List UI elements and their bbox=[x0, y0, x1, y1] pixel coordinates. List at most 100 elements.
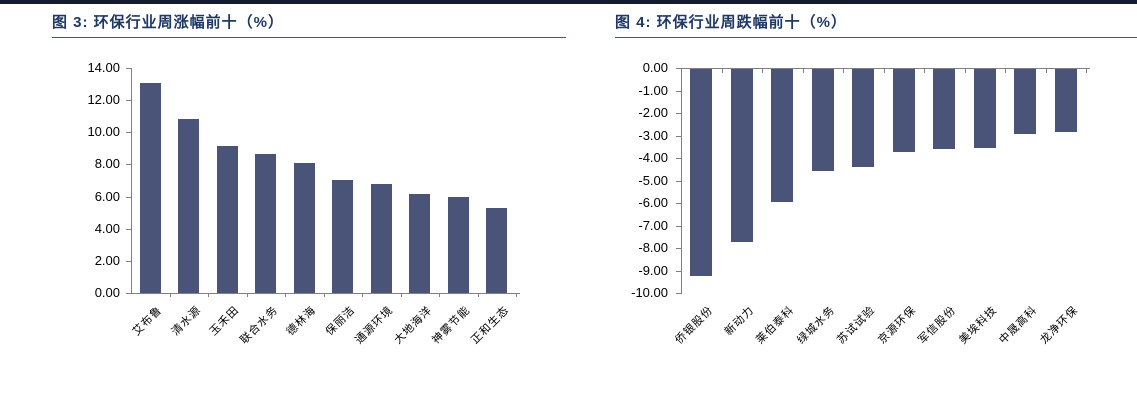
x-axis-category-label: 新动力 bbox=[722, 304, 757, 339]
x-axis-tick-mark bbox=[924, 69, 925, 73]
figure3-title-underline bbox=[52, 37, 566, 38]
bar-龙净环保 bbox=[1054, 69, 1077, 132]
y-axis-tick-label: 14.00 bbox=[87, 60, 120, 75]
bar-神雾节能 bbox=[447, 196, 469, 293]
y-axis-tick-mark bbox=[676, 113, 681, 114]
x-axis-tick-mark bbox=[208, 293, 209, 297]
y-axis-tick-mark bbox=[676, 248, 681, 249]
x-axis-category-label: 中晟高科 bbox=[997, 304, 1040, 347]
bar-大地海洋 bbox=[409, 194, 431, 293]
bar-清水源 bbox=[178, 118, 200, 293]
y-axis-tick-label: -7.00 bbox=[638, 217, 668, 233]
y-axis-tick-label: -9.00 bbox=[638, 262, 668, 278]
bar-保丽洁 bbox=[332, 179, 354, 293]
bar-联合水务 bbox=[255, 154, 277, 293]
bar-美埃科技 bbox=[973, 69, 996, 148]
x-axis-tick-mark bbox=[324, 293, 325, 297]
bar-苏试试验 bbox=[852, 69, 875, 167]
y-axis-tick-label: 4.00 bbox=[94, 220, 120, 236]
x-axis-tick-mark bbox=[965, 69, 966, 73]
y-axis-tick-label: -3.00 bbox=[638, 127, 668, 143]
y-axis-tick-mark bbox=[126, 100, 131, 102]
y-axis-tick-label: -6.00 bbox=[638, 195, 668, 210]
y-axis-tick-mark bbox=[126, 260, 131, 262]
x-axis-tick-mark bbox=[439, 293, 440, 297]
zero-axis-line bbox=[681, 68, 1090, 69]
y-axis-tick-mark bbox=[126, 196, 131, 198]
y-axis-tick-label: 0.00 bbox=[94, 285, 120, 300]
bar-京源环保 bbox=[892, 69, 915, 153]
bar-中晟高科 bbox=[1014, 69, 1037, 135]
y-axis-tick-label: -8.00 bbox=[638, 240, 668, 255]
y-axis-tick-mark bbox=[676, 90, 681, 92]
x-axis-tick-mark bbox=[722, 69, 723, 73]
x-axis-tick-mark bbox=[1005, 69, 1006, 73]
top-divider-rule bbox=[0, 0, 1137, 4]
figure3-title: 图 3: 环保行业周涨幅前十（%） bbox=[52, 14, 285, 31]
y-axis-tick-label: 6.00 bbox=[94, 188, 120, 204]
y-axis-tick-mark bbox=[676, 158, 681, 159]
x-axis-category-label: 京源环保 bbox=[875, 304, 919, 347]
x-axis-category-label: 莱伯泰科 bbox=[754, 304, 797, 347]
x-axis-tick-mark bbox=[843, 69, 844, 73]
figure4-title-underline bbox=[615, 37, 1137, 38]
x-axis-tick-mark bbox=[247, 293, 248, 297]
y-axis-tick-mark bbox=[676, 293, 681, 294]
y-axis-tick-mark bbox=[676, 68, 681, 69]
y-axis-tick-mark bbox=[126, 68, 131, 69]
x-axis-category-label: 侨银股份 bbox=[673, 304, 716, 347]
y-axis-line bbox=[131, 68, 132, 294]
x-axis-tick-mark bbox=[285, 293, 286, 297]
x-axis-tick-mark bbox=[170, 293, 171, 297]
x-axis-tick-mark bbox=[884, 69, 885, 73]
y-axis-tick-mark bbox=[676, 203, 681, 204]
x-axis-category-label: 军信股份 bbox=[916, 304, 959, 347]
y-axis-tick-label: -5.00 bbox=[638, 172, 668, 188]
y-axis-tick-mark bbox=[126, 164, 131, 166]
x-axis-category-label: 龙净环保 bbox=[1037, 304, 1081, 347]
x-axis-tick-mark bbox=[762, 69, 763, 73]
figure4-title: 图 4: 环保行业周跌幅前十（%） bbox=[615, 14, 848, 31]
y-axis-line bbox=[681, 68, 682, 294]
bar-艾布鲁 bbox=[139, 82, 161, 293]
y-axis-tick-mark bbox=[676, 225, 681, 227]
bar-侨银股份 bbox=[690, 69, 713, 276]
y-axis-tick-label: 8.00 bbox=[94, 156, 120, 172]
y-axis-tick-mark bbox=[126, 132, 131, 134]
y-axis-tick-label: -1.00 bbox=[638, 82, 668, 98]
x-axis-tick-mark bbox=[401, 293, 402, 297]
bar-正和生态 bbox=[486, 207, 508, 293]
y-axis-tick-mark bbox=[676, 270, 681, 272]
y-axis-tick-mark bbox=[126, 293, 131, 294]
y-axis-tick-label: -10.00 bbox=[631, 285, 668, 300]
bar-军信股份 bbox=[933, 69, 956, 149]
bar-莱伯泰科 bbox=[771, 69, 794, 202]
bar-德林海 bbox=[293, 162, 315, 293]
x-axis-tick-mark bbox=[1046, 69, 1047, 73]
x-axis-baseline bbox=[131, 293, 520, 294]
y-axis-tick-mark bbox=[676, 135, 681, 137]
y-axis-tick-mark bbox=[126, 228, 131, 230]
x-axis-tick-mark bbox=[1086, 69, 1087, 73]
y-axis-tick-label: 12.00 bbox=[87, 92, 120, 108]
y-axis-tick-mark bbox=[676, 180, 681, 182]
y-axis-tick-label: -4.00 bbox=[638, 150, 668, 165]
bar-新动力 bbox=[730, 69, 753, 243]
bar-通源环境 bbox=[370, 183, 392, 293]
bar-玉禾田 bbox=[216, 145, 238, 293]
y-axis-tick-label: 10.00 bbox=[87, 124, 120, 140]
x-axis-category-label: 苏试试验 bbox=[835, 304, 878, 347]
x-axis-tick-mark bbox=[803, 69, 804, 73]
x-axis-tick-mark bbox=[362, 293, 363, 297]
y-axis-tick-label: 0.00 bbox=[642, 60, 668, 75]
bar-绿城水务 bbox=[811, 69, 834, 172]
x-axis-category-label: 美埃科技 bbox=[956, 304, 1000, 347]
y-axis-tick-label: -2.00 bbox=[638, 105, 668, 120]
x-axis-tick-mark bbox=[478, 293, 479, 297]
y-axis-tick-label: 2.00 bbox=[94, 252, 120, 268]
x-axis-tick-mark bbox=[516, 293, 517, 297]
x-axis-category-label: 绿城水务 bbox=[794, 304, 838, 347]
